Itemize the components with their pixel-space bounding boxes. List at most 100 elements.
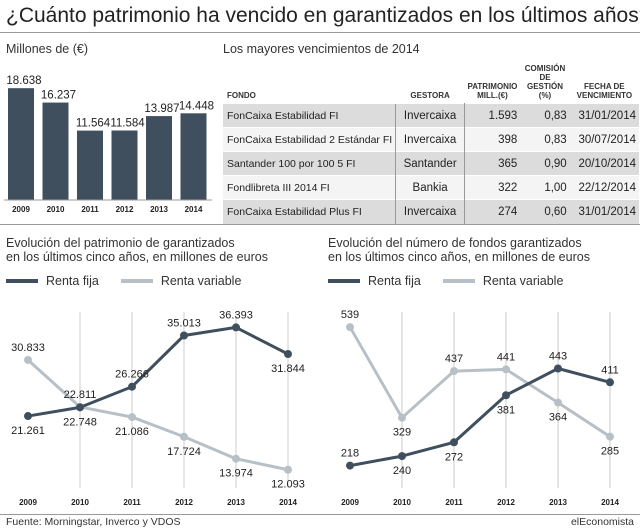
x-tick-label: 2012 bbox=[497, 498, 515, 507]
table-row: FonCaixa Estabilidad 2 Estándar FI Inver… bbox=[223, 127, 639, 152]
header-fecha-line-1: FECHA DE bbox=[584, 82, 625, 91]
right-subtitle-line-2: en los últimos cinco años, en millones d… bbox=[328, 250, 590, 264]
x-tick-label: 2009 bbox=[12, 205, 30, 214]
data-label: 441 bbox=[497, 351, 515, 363]
data-label: 35.013 bbox=[167, 317, 201, 329]
data-point bbox=[502, 365, 510, 374]
header-comision: COMISIÓN DE GESTIÓN (%) bbox=[520, 64, 569, 104]
cell-fecha: 30/07/2014 bbox=[569, 127, 639, 152]
x-tick-label: 2013 bbox=[549, 498, 567, 507]
cell-patrimonio: 274 bbox=[464, 199, 521, 224]
right-line-chart-subtitle: Evolución del número de fondos garantiza… bbox=[328, 236, 590, 264]
data-point bbox=[128, 413, 136, 422]
series-line bbox=[348, 326, 611, 438]
fondos-line-chart: 2009 2010 2011 2012 2013 2014 218 240 272 381 443 4… bbox=[341, 309, 620, 507]
cell-fecha: 31/01/2014 bbox=[569, 199, 639, 224]
data-label: 411 bbox=[601, 364, 619, 376]
data-label: 12.093 bbox=[271, 479, 305, 491]
x-tick-label: 2010 bbox=[393, 498, 411, 507]
cell-comision: 0,60 bbox=[520, 199, 570, 224]
legend-swatch-renta-fija bbox=[328, 279, 360, 283]
x-tick-label: 2011 bbox=[123, 498, 141, 507]
legend-label-renta-fija: Renta fija bbox=[368, 274, 421, 288]
cell-comision: 1,00 bbox=[520, 175, 570, 200]
data-label: 381 bbox=[497, 404, 515, 416]
data-label: 13.974 bbox=[219, 468, 253, 480]
table-row: FonCaixa Estabilidad FI Invercaixa 1.593… bbox=[223, 103, 639, 128]
bar-value-label: 11.584 bbox=[110, 117, 145, 129]
bar-value-label: 13.987 bbox=[144, 103, 179, 115]
data-point bbox=[398, 413, 406, 422]
footer-divider bbox=[0, 514, 640, 515]
data-point bbox=[76, 403, 84, 412]
bar bbox=[42, 102, 69, 200]
header-comision-line-1: COMISIÓN bbox=[524, 64, 566, 73]
series-line bbox=[349, 366, 611, 468]
cell-fondo: FonCaixa Estabilidad 2 Estándar FI bbox=[223, 127, 396, 152]
bar bbox=[111, 130, 138, 200]
data-label: 218 bbox=[341, 448, 359, 460]
left-subtitle-line-1: Evolución del patrimonio de garantizados bbox=[6, 236, 235, 250]
data-label: 22.748 bbox=[63, 416, 97, 428]
bar-chart-subtitle: Millones de (€) bbox=[6, 42, 88, 56]
data-label: 26.266 bbox=[115, 369, 149, 381]
x-tick-label: 2014 bbox=[279, 498, 297, 507]
data-label: 21.261 bbox=[11, 425, 45, 437]
data-point bbox=[24, 355, 32, 364]
cell-comision: 0,83 bbox=[520, 103, 570, 128]
cell-patrimonio: 1.593 bbox=[464, 103, 521, 128]
cell-gestora: Invercaixa bbox=[395, 199, 466, 224]
x-tick-label: 2011 bbox=[81, 205, 99, 214]
cell-gestora: Invercaixa bbox=[395, 127, 466, 152]
x-tick-label: 2010 bbox=[71, 498, 89, 507]
cell-fecha: 22/12/2014 bbox=[569, 175, 639, 200]
header-fondo: FONDO bbox=[227, 91, 256, 100]
data-point bbox=[450, 367, 458, 376]
data-point bbox=[128, 382, 136, 391]
header-patrimonio-line-1: PATRIMONIO bbox=[467, 82, 518, 91]
data-point bbox=[554, 398, 562, 407]
table-row: FonCaixa Estabilidad Plus FI Invercaixa … bbox=[223, 199, 639, 224]
bar-value-label: 18.638 bbox=[6, 75, 41, 87]
cell-gestora: Santander bbox=[395, 151, 466, 176]
cell-fondo: Santander 100 por 100 5 FI bbox=[223, 151, 396, 176]
x-tick-label: 2011 bbox=[445, 498, 463, 507]
data-point bbox=[180, 331, 188, 340]
data-point bbox=[398, 452, 406, 461]
header-comision-line-3: GESTIÓN bbox=[527, 82, 564, 91]
data-label: 36.393 bbox=[219, 309, 253, 321]
series-line bbox=[27, 325, 289, 418]
x-tick-label: 2009 bbox=[341, 498, 359, 507]
table-subtitle: Los mayores vencimientos de 2014 bbox=[223, 42, 420, 56]
source-note: Fuente: Morningstar, Inverco y VDOS bbox=[6, 516, 181, 528]
brand-logo: elEconomista bbox=[570, 516, 634, 528]
section-divider bbox=[0, 224, 640, 225]
data-label: 31.844 bbox=[271, 363, 305, 375]
data-label: 30.833 bbox=[11, 342, 45, 354]
legend-label-renta-fija: Renta fija bbox=[46, 274, 99, 288]
cell-gestora: Bankia bbox=[395, 175, 466, 200]
data-label: 443 bbox=[549, 350, 567, 362]
header-patrimonio: PATRIMONIO MILL.(€) bbox=[465, 64, 521, 104]
right-subtitle-line-1: Evolución del número de fondos garantiza… bbox=[328, 236, 582, 250]
data-label: 364 bbox=[549, 412, 567, 424]
header-comision-line-2: DE bbox=[539, 73, 551, 82]
right-legend: Renta fija Renta variable bbox=[328, 274, 563, 288]
legend-swatch-renta-fija bbox=[6, 279, 38, 283]
legend-swatch-renta-variable bbox=[442, 279, 475, 283]
data-label: 21.086 bbox=[115, 426, 149, 438]
vencimientos-table: FONDO GESTORA PATRIMONIO MILL.(€) COMISI… bbox=[223, 64, 639, 224]
data-label: 17.724 bbox=[167, 446, 201, 458]
cell-fondo: Fondlibreta III 2014 FI bbox=[223, 175, 396, 200]
patrimonio-bar-chart: 18.638 2009 16.237 2010 11.564 2011 11.584 2012… bbox=[4, 75, 214, 214]
header-gestora: GESTORA bbox=[410, 91, 450, 100]
x-tick-label: 2012 bbox=[175, 498, 193, 507]
x-tick-label: 2014 bbox=[601, 498, 619, 507]
bar bbox=[77, 130, 103, 200]
bar-value-label: 16.237 bbox=[41, 90, 76, 102]
cell-fecha: 20/10/2014 bbox=[569, 151, 639, 176]
cell-comision: 0,90 bbox=[520, 151, 570, 176]
data-point bbox=[346, 323, 354, 332]
header-comision-line-4: (%) bbox=[538, 91, 552, 100]
data-label: 539 bbox=[341, 309, 359, 321]
